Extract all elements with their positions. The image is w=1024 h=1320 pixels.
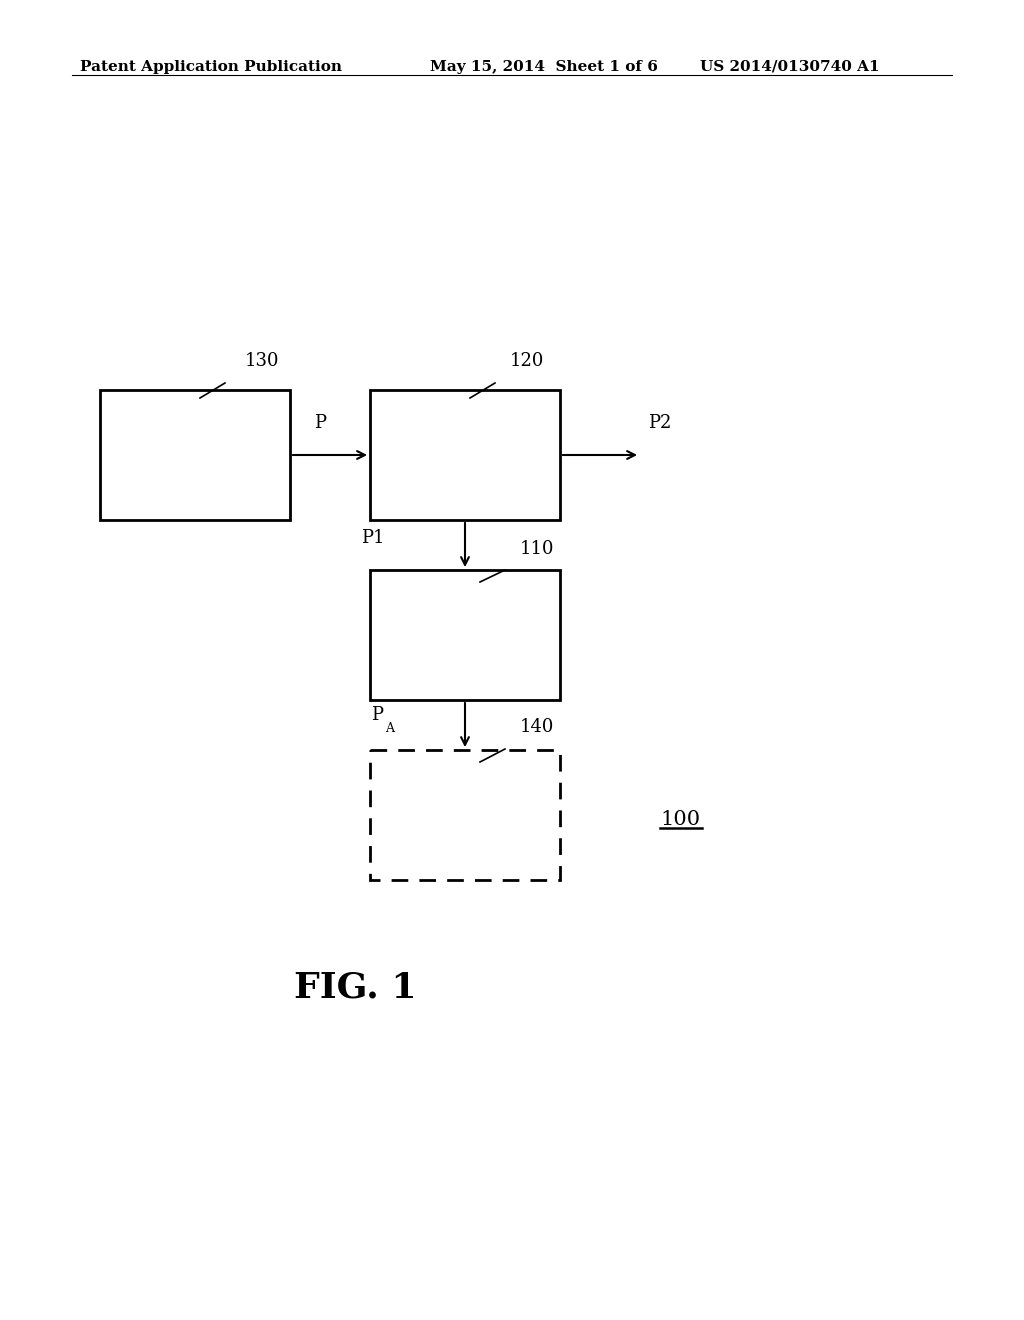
- Text: May 15, 2014  Sheet 1 of 6: May 15, 2014 Sheet 1 of 6: [430, 59, 657, 74]
- Text: P: P: [314, 414, 326, 432]
- Text: 140: 140: [520, 718, 554, 737]
- Text: Patent Application Publication: Patent Application Publication: [80, 59, 342, 74]
- Text: 100: 100: [660, 810, 700, 829]
- Bar: [370, 570, 560, 700]
- Text: P2: P2: [648, 414, 672, 432]
- Text: 110: 110: [520, 540, 555, 558]
- Text: A: A: [385, 722, 394, 735]
- Bar: [100, 389, 290, 520]
- Bar: [370, 389, 560, 520]
- Bar: [370, 750, 560, 880]
- Text: P1: P1: [361, 529, 385, 546]
- Text: P: P: [371, 706, 383, 723]
- Text: FIG. 1: FIG. 1: [294, 970, 417, 1005]
- Text: 120: 120: [510, 352, 545, 370]
- Text: US 2014/0130740 A1: US 2014/0130740 A1: [700, 59, 880, 74]
- Text: 130: 130: [245, 352, 280, 370]
